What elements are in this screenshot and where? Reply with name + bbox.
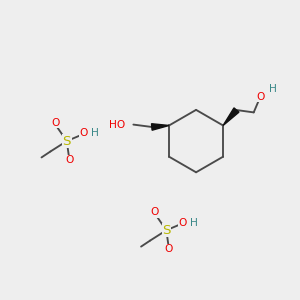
Text: O: O (179, 218, 187, 227)
Text: O: O (256, 92, 264, 102)
Text: S: S (62, 135, 71, 148)
Text: O: O (151, 207, 159, 217)
Text: H: H (268, 84, 276, 94)
Polygon shape (223, 108, 239, 125)
Text: O: O (79, 128, 88, 138)
Text: S: S (162, 224, 171, 237)
Text: H: H (91, 128, 99, 138)
Text: O: O (51, 118, 60, 128)
Text: O: O (65, 155, 73, 165)
Text: HO: HO (109, 120, 125, 130)
Text: H: H (190, 218, 198, 227)
Polygon shape (152, 124, 169, 130)
Text: O: O (164, 244, 173, 254)
